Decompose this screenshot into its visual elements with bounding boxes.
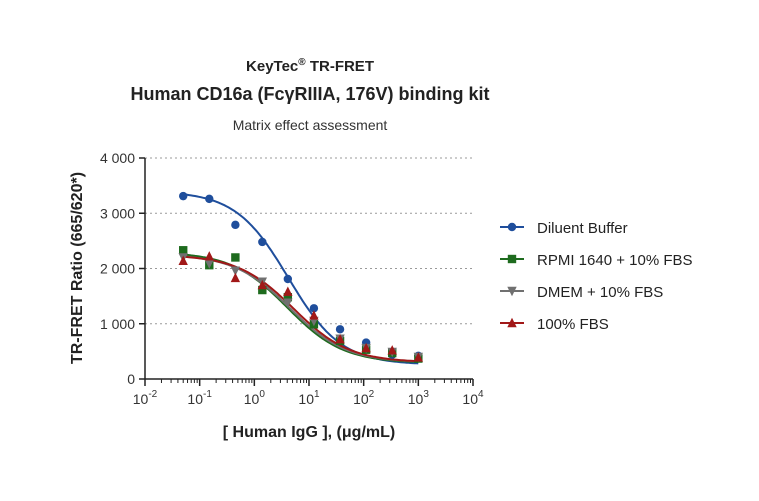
y-tick-label: 0 xyxy=(127,371,135,387)
registered-mark: ® xyxy=(298,57,306,68)
chart-title: Human CD16a (FcγRIIIA, 176V) binding kit xyxy=(130,84,490,104)
fit-curve xyxy=(183,253,419,363)
brand-name: KeyTec xyxy=(246,58,299,75)
legend-marker xyxy=(507,317,517,328)
data-point xyxy=(283,286,293,296)
y-tick-label: 4 000 xyxy=(100,150,135,166)
fit-curve xyxy=(183,193,419,365)
chart-subtitle: Matrix effect assessment xyxy=(232,117,388,133)
data-point xyxy=(204,259,214,269)
data-point xyxy=(258,285,267,295)
data-point xyxy=(231,253,240,262)
legend-label: 100% FBS xyxy=(537,316,609,333)
data-point xyxy=(413,352,424,362)
brand-suffix: TR-FRET xyxy=(305,58,374,75)
legend-label: RPMI 1640 + 10% FBS xyxy=(537,252,693,269)
chart-title-brand: KeyTec® TR-FRET xyxy=(0,57,620,75)
data-point xyxy=(257,279,268,290)
data-point xyxy=(283,293,293,302)
fit-curve xyxy=(183,255,419,363)
data-point xyxy=(231,220,240,230)
data-point xyxy=(205,194,214,204)
y-tick-label: 1 000 xyxy=(100,316,135,332)
data-point xyxy=(361,342,371,353)
x-tick-label: 10-1 xyxy=(187,389,212,407)
legend: Diluent Buffer RPMI 1640 + 10% FBS DMEM + … xyxy=(500,220,693,333)
legend-label: DMEM + 10% FBS xyxy=(537,284,663,301)
data-point xyxy=(258,237,267,247)
data-point xyxy=(204,251,214,261)
x-tick-label: 102 xyxy=(353,389,375,407)
data-point xyxy=(387,345,397,355)
legend-label: Diluent Buffer xyxy=(537,220,628,237)
data-point xyxy=(335,325,345,334)
data-point xyxy=(335,334,345,344)
fit-curve xyxy=(183,255,419,363)
legend-marker xyxy=(507,222,517,232)
x-tick-label: 10-2 xyxy=(133,389,158,407)
x-tick-label: 104 xyxy=(462,389,484,407)
x-axis-label: [ Human IgG ], (μg/mL) xyxy=(223,424,395,441)
data-points xyxy=(178,191,424,363)
x-tick-label: 103 xyxy=(408,389,430,407)
y-tick-label: 3 000 xyxy=(100,205,135,221)
fit-curves xyxy=(183,193,419,365)
x-tick-label: 100 xyxy=(244,389,266,407)
data-point xyxy=(309,310,319,320)
data-point xyxy=(283,298,293,308)
data-point xyxy=(179,246,188,255)
data-point xyxy=(230,272,241,283)
data-point xyxy=(179,191,188,201)
data-point xyxy=(230,266,241,276)
y-axis-label: TR-FRET Ratio (665/620*) xyxy=(69,172,86,364)
legend-marker xyxy=(507,254,517,264)
data-point xyxy=(309,304,319,313)
gridlines xyxy=(145,157,473,325)
axes: 0 1 000 2 000 3 000 4 000 10-2 10-1 100 101 102 10… xyxy=(100,150,484,407)
legend-marker xyxy=(507,286,517,297)
y-tick-label: 2 000 xyxy=(100,261,135,277)
data-point xyxy=(283,274,293,284)
x-tick-label: 101 xyxy=(298,389,320,407)
data-point xyxy=(178,255,188,265)
